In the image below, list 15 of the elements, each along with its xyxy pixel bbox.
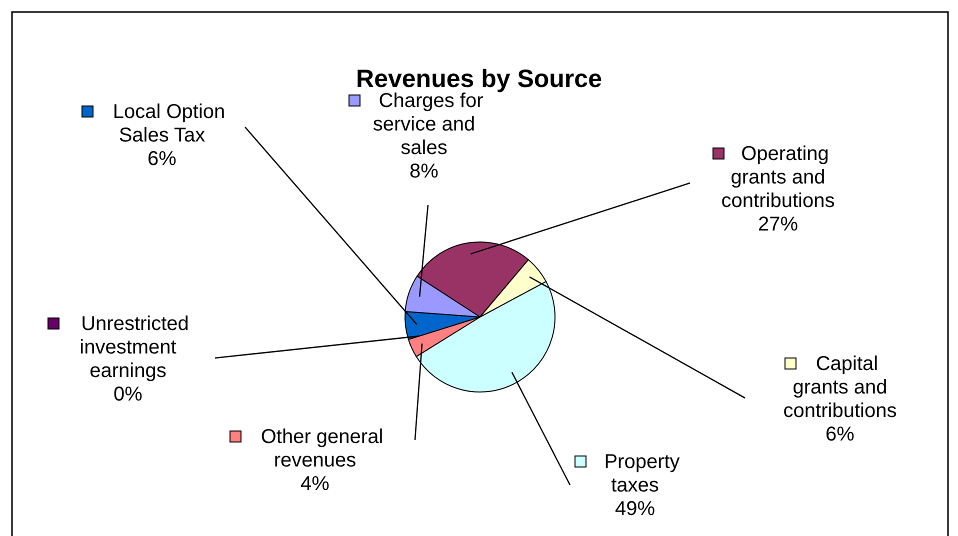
data-label: 49% [614,498,656,520]
data-label: 6% [826,424,855,446]
legend-label: Property taxes [604,451,680,496]
legend-label: Local Option Sales Tax [112,101,226,146]
data-label: 27% [758,214,798,236]
data-label: 8% [410,160,439,182]
data-label: 6% [148,148,177,170]
legend-label: Unrestricted investment earnings [80,313,189,382]
data-label: 4% [300,473,330,495]
legend-label: Operating grants and contributions [721,143,835,212]
legend-label: Other general revenues [260,426,384,472]
text: 0% [114,384,142,406]
legend-label: Charges for service and sales [372,90,484,159]
legend-label: Capital grants and contributions [783,353,897,422]
chart-title: Revenues by Source [356,65,602,93]
